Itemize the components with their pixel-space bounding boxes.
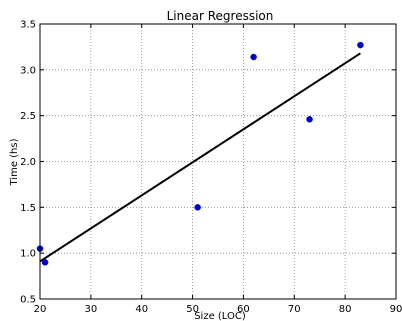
x-tick-label: 90 (390, 304, 402, 315)
x-axis-ticks: 20 30 40 50 60 70 80 90 (34, 24, 402, 315)
scatter-point (357, 41, 364, 49)
regression-line (39, 52, 361, 263)
x-tick-label: 30 (84, 304, 97, 315)
grid-lines (40, 24, 396, 299)
scatter-point (250, 53, 257, 61)
scatter-point (194, 204, 201, 211)
y-tick-label: 1.5 (20, 203, 36, 214)
y-tick-label: 2.0 (20, 157, 36, 168)
x-tick-label: 20 (34, 304, 47, 315)
y-tick-label: 2.5 (20, 111, 36, 122)
scatter-points-group (36, 41, 364, 266)
y-tick-label: 3.5 (20, 20, 36, 31)
y-tick-label: 0.5 (20, 295, 36, 306)
scatter-point (41, 259, 49, 266)
x-tick-label: 40 (135, 304, 148, 315)
scatter-point (306, 116, 313, 123)
x-tick-label: 70 (288, 304, 301, 315)
chart-title: Linear Regression (167, 9, 274, 23)
y-axis-ticks: 0.5 1.0 1.5 2.0 2.5 3.0 3.5 (20, 20, 396, 306)
y-tick-label: 1.0 (20, 249, 36, 260)
x-tick-label: 50 (186, 304, 199, 315)
x-tick-label: 60 (237, 304, 250, 315)
y-axis-title: Time (hs) (9, 138, 20, 186)
y-tick-label: 3.0 (20, 65, 36, 76)
x-tick-label: 80 (339, 304, 352, 315)
regression-line-group (39, 52, 361, 263)
x-axis-title: Size (LOC) (194, 311, 246, 321)
